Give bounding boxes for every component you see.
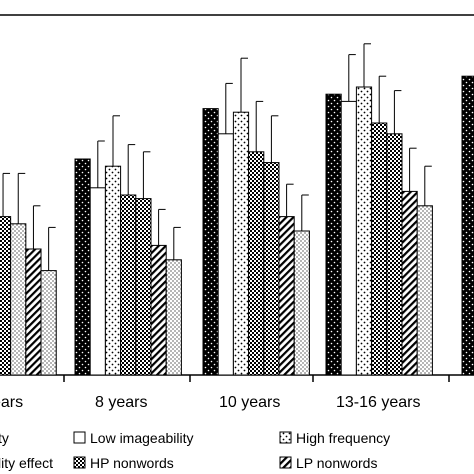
bar-partial-group-1 [10,223,27,376]
bar-group1-series4 [135,198,152,376]
bar-group3-series0 [325,93,342,376]
category-label-0: ears [0,394,23,411]
bar-group2-series6 [293,230,310,376]
legend-label-lp-nonwords: LP nonwords [296,455,377,471]
bar-group2-series2 [232,111,250,376]
legend-label-3: lity effect [0,455,53,471]
bar-group2-series3 [248,151,265,376]
bar-partial-group-2 [25,248,42,376]
bar-group1-series5 [150,244,167,376]
bar-group3-series5 [401,190,418,376]
bar-group1-series3 [120,194,137,376]
legend-label-hp-nonwords: HP nonwords [90,455,174,471]
legend-label-0: ty [0,430,9,446]
bar-group1-series1 [89,187,106,376]
category-label-3: 13-16 years [336,394,421,411]
legend-swatch-low-imageability [73,431,86,444]
bar-group2-series0 [202,108,219,376]
category-labels: ears 8 years 10 years 13-16 years [0,394,421,411]
bar-group3-series6 [416,205,433,376]
bar-group3-series4 [386,133,403,376]
legend-swatch-high-frequency [279,431,292,444]
legend: ty Low imageability High frequency lity … [0,430,390,471]
category-label-1: 8 years [95,394,147,411]
bars-layer [0,43,474,376]
bar-group4-series0 [461,75,474,376]
legend-label-high-frequency: High frequency [296,430,390,446]
bar-group3-series3 [371,122,388,376]
bar-group1-series0 [74,158,91,376]
bar-group2-series1 [217,133,234,376]
bar-group3-series1 [340,100,357,376]
bar-group2-series4 [263,162,280,376]
bar-group1-series6 [165,259,182,376]
legend-swatch-hp-nonwords [73,456,86,469]
bar-partial-group-3 [40,270,57,376]
bar-group1-series2 [104,165,122,376]
legend-swatch-lp-nonwords [279,456,292,469]
bar-partial-group-0 [0,216,12,376]
group-separator-ticks [63,375,450,382]
bar-group2-series5 [278,216,295,376]
bar-group3-series2 [355,86,373,376]
legend-label-low-imageability: Low imageability [90,430,194,446]
category-label-2: 10 years [219,394,280,411]
